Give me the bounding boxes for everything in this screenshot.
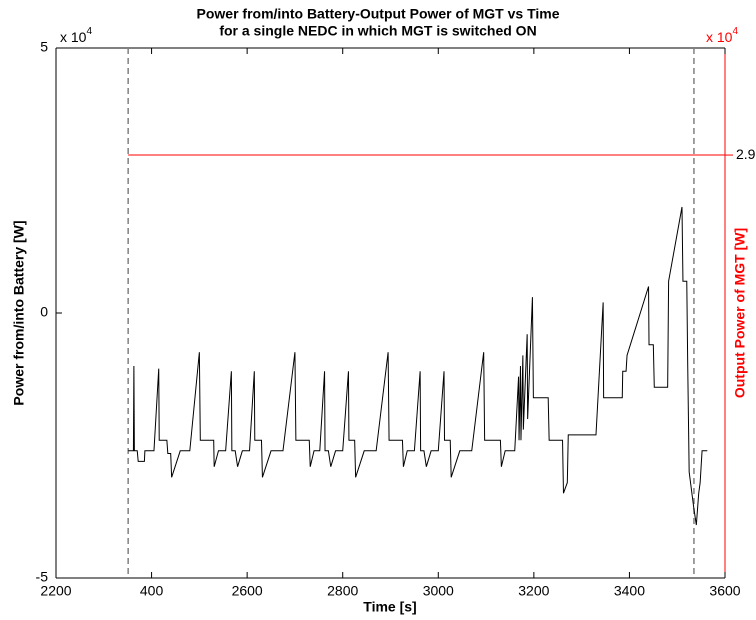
y-axis-label: Power from/into Battery [W] <box>11 220 27 405</box>
x-tick-label: 2200 <box>40 583 71 599</box>
y-scale-label: x 104 <box>60 26 92 45</box>
chart-title: Power from/into Battery-Output Power of … <box>197 6 560 22</box>
series-line <box>128 206 708 526</box>
x-tick-label: 3400 <box>614 583 645 599</box>
y2-scale-text: x 10 <box>706 29 733 45</box>
x-tick-label: 2600 <box>232 583 263 599</box>
x-tick-label: 3000 <box>423 583 454 599</box>
y-scale-power: 4 <box>86 26 92 37</box>
x-tick-label: 400 <box>140 583 164 599</box>
y-tick-label: 5 <box>40 39 48 55</box>
y2-scale-power: 4 <box>732 26 738 37</box>
x-axis-label: Time [s] <box>363 599 416 615</box>
y-scale-text: x 10 <box>60 29 87 45</box>
chart-subtitle: for a single NEDC in which MGT is switch… <box>219 23 536 39</box>
y2-tick-label: 2.98 <box>736 146 756 162</box>
x-tick-label: 2800 <box>327 583 358 599</box>
y2-scale-label: x 104 <box>706 26 738 45</box>
x-tick-label: 3600 <box>709 583 740 599</box>
y-tick-label: -5 <box>36 569 49 585</box>
y2-axis-label: Output Power of MGT [W] <box>732 228 748 398</box>
x-tick-label: 3200 <box>518 583 549 599</box>
y-tick-label: 0 <box>40 304 48 320</box>
